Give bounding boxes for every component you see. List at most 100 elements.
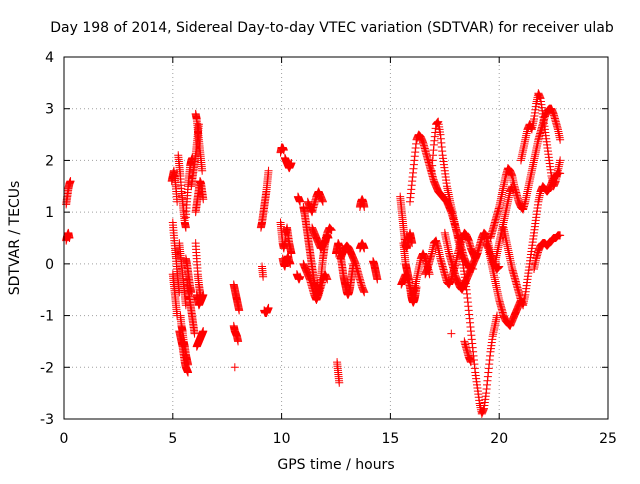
data-point <box>556 231 565 240</box>
series-seg-11.7-d <box>308 223 336 253</box>
series-seg-5.0-b <box>168 218 184 297</box>
x-tick-label: 5 <box>168 431 177 447</box>
series-seg-7.9-c <box>230 363 239 372</box>
series-seg-5.4-d <box>176 311 193 369</box>
series-seg-13.7-d <box>355 239 369 253</box>
x-axis-label: GPS time / hours <box>277 457 394 473</box>
series-seg-10.3-b <box>280 153 296 173</box>
series-seg-9.1-c <box>258 262 268 281</box>
data-point <box>175 288 184 297</box>
data-point <box>287 159 296 168</box>
data-point <box>360 244 369 253</box>
series-seg-15.8-c <box>399 239 421 307</box>
data-point <box>508 182 517 191</box>
data-point <box>66 177 75 186</box>
data-point <box>259 272 268 281</box>
x-tick-label: 20 <box>490 431 508 447</box>
data-point <box>199 327 208 336</box>
data-point <box>373 275 382 284</box>
y-tick-label: 4 <box>45 50 54 66</box>
y-tick-label: 2 <box>45 153 54 169</box>
series-seg-6.1-b <box>191 177 208 217</box>
data-point <box>412 283 421 292</box>
data-point <box>360 288 369 297</box>
data-point <box>327 226 336 235</box>
chart-title: Day 198 of 2014, Sidereal Day-to-day VTE… <box>50 20 614 36</box>
plot-frame <box>63 56 609 420</box>
series-seg-10.3-d <box>278 252 295 271</box>
data-point <box>296 197 305 206</box>
data-point <box>556 135 565 144</box>
series-seg-12.6-e <box>333 358 344 387</box>
series-seg-9.1-a <box>256 166 273 232</box>
series-seg-12.5-a <box>332 239 358 299</box>
x-tick-label: 15 <box>381 431 399 447</box>
data-point <box>181 223 190 232</box>
series-seg-9.3-b <box>260 303 273 317</box>
data-point <box>235 306 244 315</box>
data-point <box>187 288 196 297</box>
data-point <box>408 239 417 248</box>
series-seg-7.9-a <box>229 280 244 315</box>
data-point <box>264 303 273 312</box>
series-seg-10.2-c <box>276 218 296 258</box>
series-seg-5.7-c <box>181 254 196 297</box>
data-point <box>234 337 243 346</box>
data-layer <box>62 89 565 418</box>
series-seg-6.1-a <box>191 109 207 175</box>
data-point <box>230 363 239 372</box>
data-point <box>65 234 74 242</box>
series-seg-0.2-a <box>62 177 75 209</box>
series-seg-17.9-h <box>447 329 456 338</box>
data-point <box>323 275 332 284</box>
data-point <box>184 368 193 377</box>
data-point <box>198 166 207 175</box>
data-point <box>473 249 482 258</box>
series-seg-11.5-c <box>303 187 327 217</box>
x-tick-label: 0 <box>60 431 69 447</box>
y-tick-label: 3 <box>45 102 54 118</box>
series-seg-11.3-b <box>299 259 332 305</box>
data-point <box>447 329 456 338</box>
x-tick-label: 25 <box>599 431 617 447</box>
y-axis-label: SDTVAR / TECUs <box>7 181 23 296</box>
data-point <box>279 146 288 155</box>
axis-layer: 0 5 10 15 20 25 -3 -2 -1 0 1 2 3 4 <box>40 50 617 447</box>
series-seg-21.2-d <box>516 89 565 191</box>
y-tick-label: -3 <box>40 412 54 428</box>
series-seg-10.8-a <box>293 192 305 206</box>
series-seg-19.6-a <box>482 239 525 330</box>
series-seg-6.1-e <box>191 239 206 305</box>
y-tick-label: 0 <box>45 257 54 273</box>
data-point <box>197 296 206 305</box>
series-seg-20.3-f <box>490 182 517 268</box>
data-point <box>286 259 295 268</box>
data-point <box>556 156 565 165</box>
series-seg-14.3-a <box>368 257 382 284</box>
data-point <box>360 202 369 211</box>
series-seg-12.9-b <box>336 241 369 297</box>
data-point <box>181 301 190 310</box>
series-seg-6.2-d <box>192 327 208 351</box>
series-seg-13.6-c <box>355 195 369 211</box>
data-point <box>184 360 193 369</box>
data-point <box>296 272 305 281</box>
data-point <box>495 262 504 271</box>
data-point <box>318 197 327 206</box>
y-tick-label: -2 <box>40 360 54 376</box>
series-seg-17.8-g <box>440 228 482 294</box>
data-point <box>335 378 344 387</box>
y-tick-label: 1 <box>45 205 54 221</box>
data-point <box>199 195 208 204</box>
x-tick-label: 10 <box>273 431 291 447</box>
data-point <box>264 166 273 175</box>
series-seg-7.9-b <box>229 321 243 346</box>
series-seg-10.0-a <box>276 143 288 157</box>
data-point <box>466 358 475 367</box>
series-seg-5.0-c <box>168 270 182 320</box>
data-point <box>190 329 199 338</box>
series-seg-19.9-b <box>486 104 565 242</box>
series-seg-15.5-a <box>396 192 417 253</box>
